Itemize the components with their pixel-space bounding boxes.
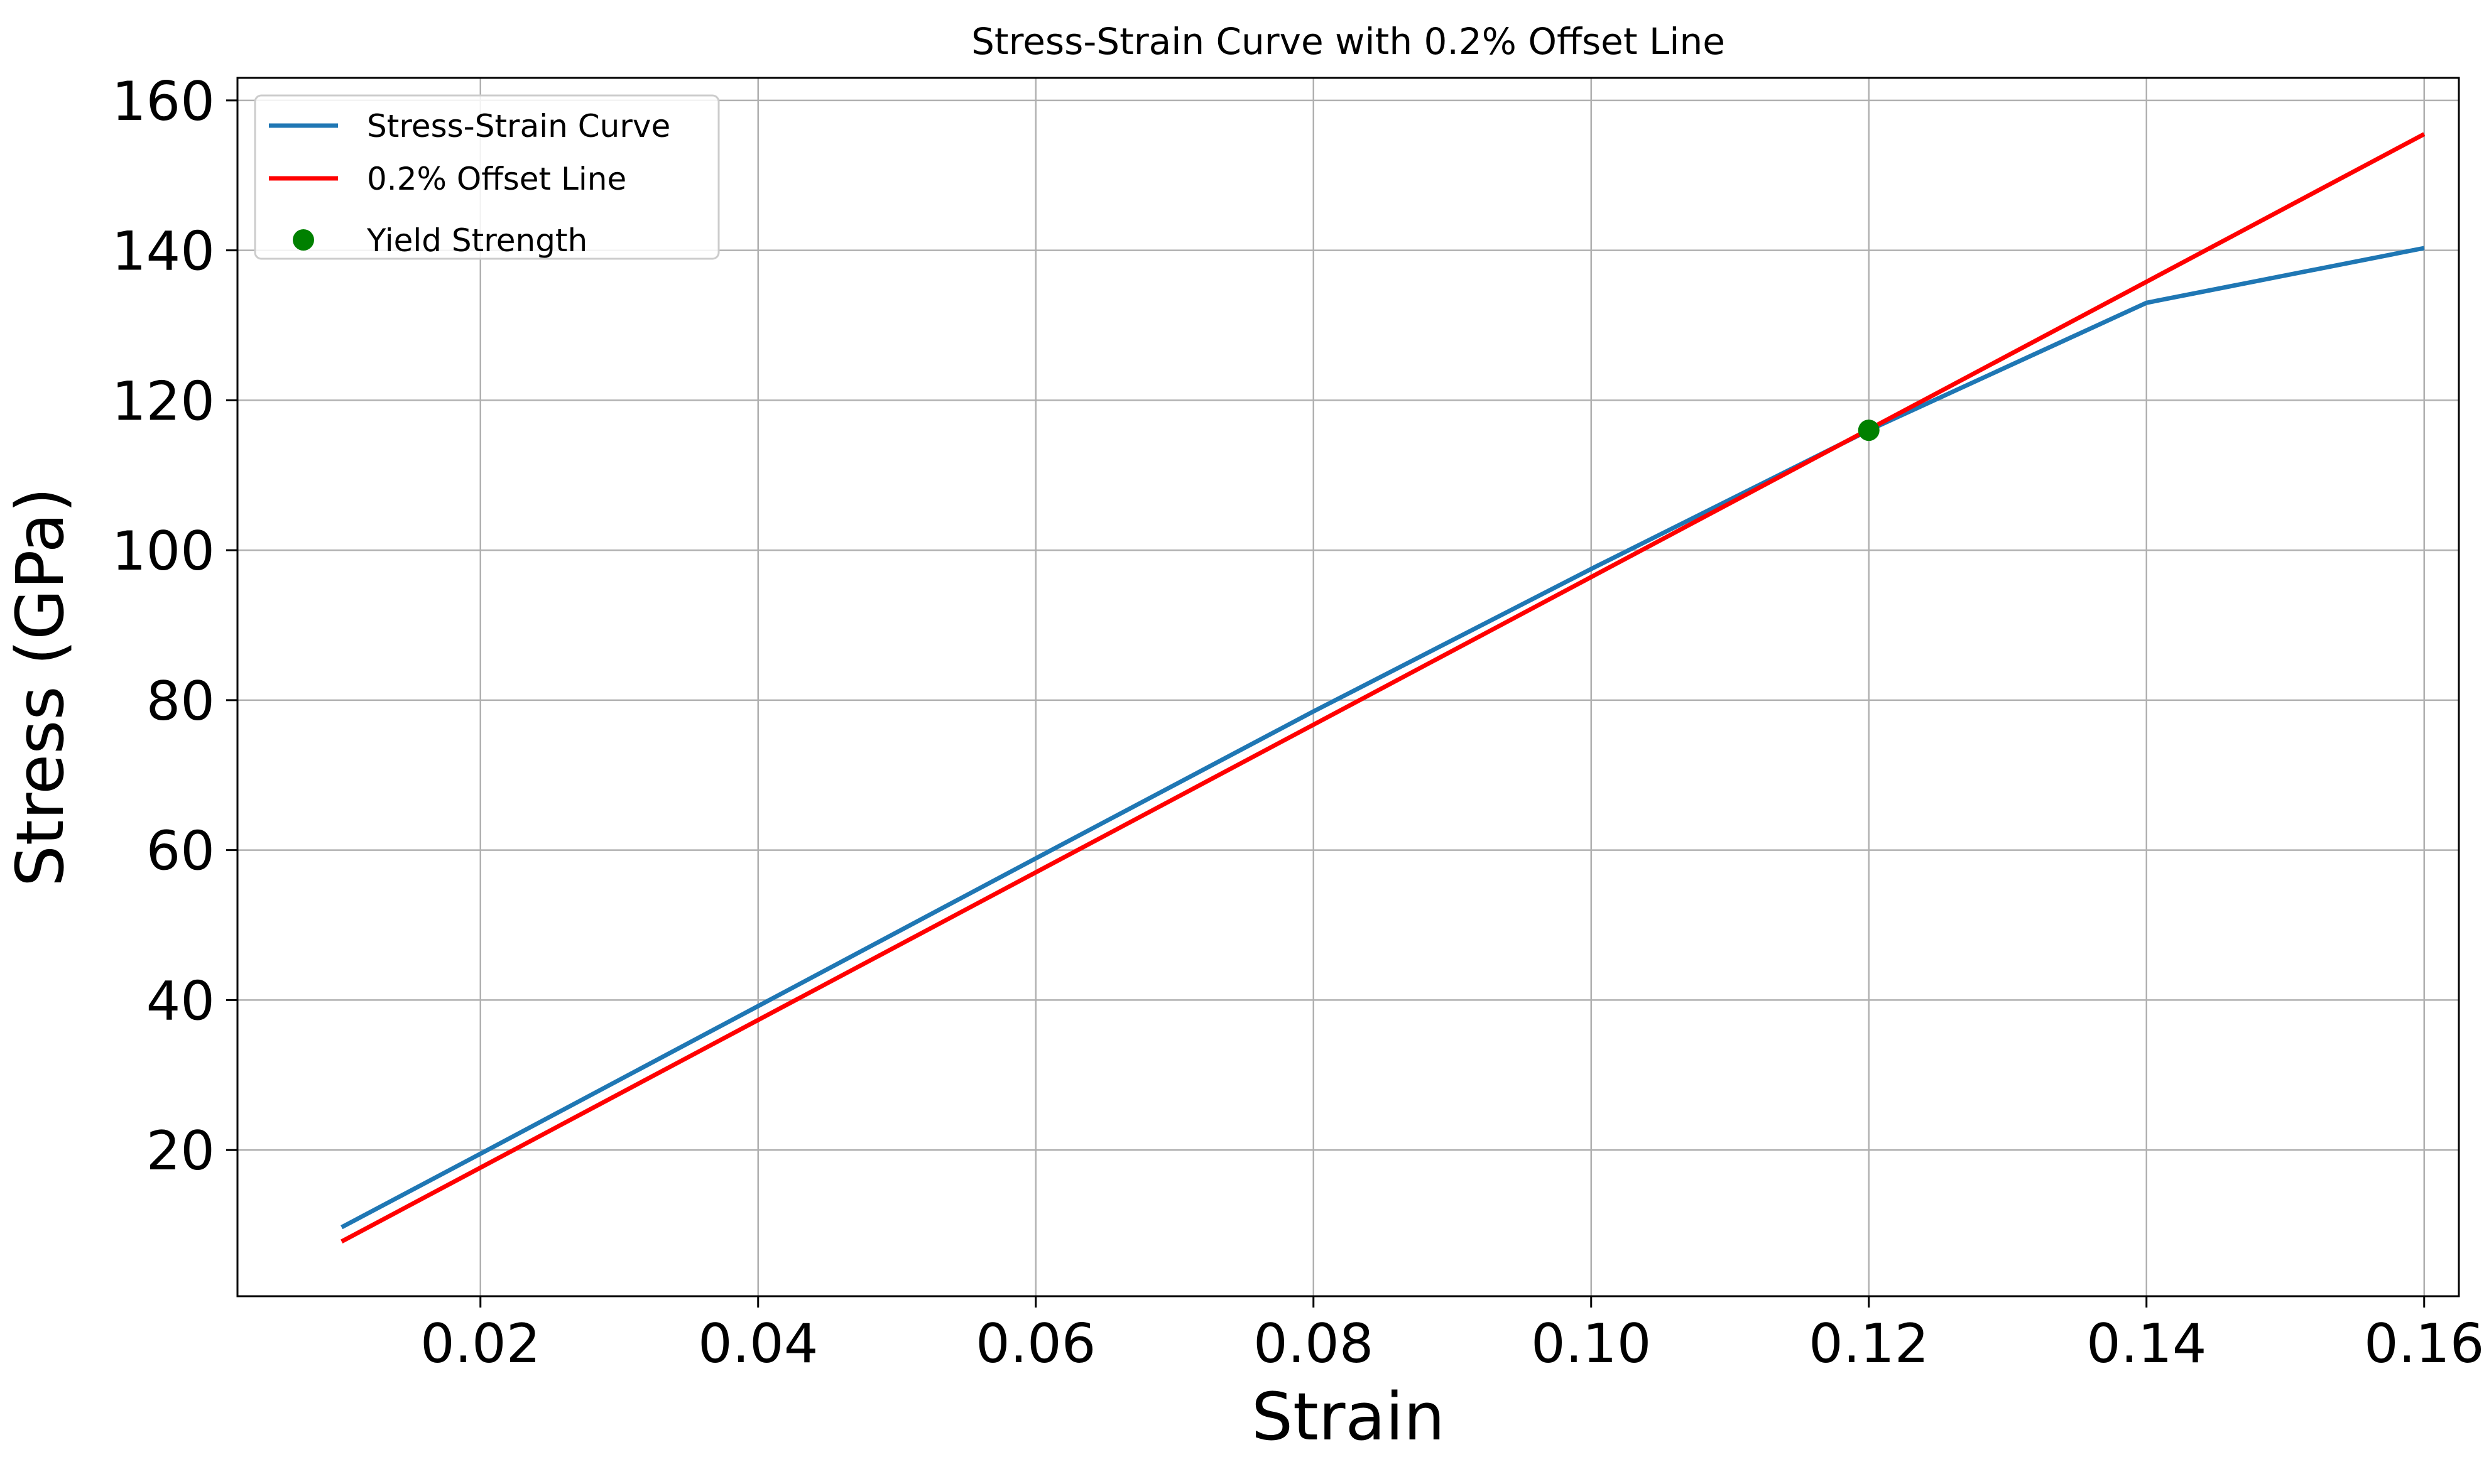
grid (237, 78, 2459, 1296)
y-tick-label: 100 (112, 520, 215, 583)
y-tick-label: 160 (112, 70, 215, 133)
plot-frame (236, 77, 2460, 1297)
x-tick-label: 0.08 (1253, 1313, 1373, 1375)
y-axis-ticks: 20 40 60 80 100 120 140 160 (112, 70, 237, 1183)
x-tick-label: 0.10 (1531, 1313, 1651, 1375)
yield-strength-point (1858, 420, 1880, 441)
y-tick-label: 140 (112, 220, 215, 283)
legend-swatch-2 (293, 229, 314, 251)
chart-title: Stress-Strain Curve with 0.2% Offset Lin… (971, 20, 1725, 63)
legend-box (254, 94, 720, 260)
x-tick-label: 0.16 (2364, 1313, 2484, 1375)
x-tick-label: 0.06 (976, 1313, 1096, 1375)
x-tick-label: 0.02 (420, 1313, 540, 1375)
x-tick-label: 0.14 (2086, 1313, 2206, 1375)
y-tick-label: 40 (146, 970, 215, 1032)
y-tick-label: 60 (146, 820, 215, 883)
legend-label-1: 0.2% Offset Line (367, 161, 626, 197)
legend: Stress-Strain Curve 0.2% Offset Line Yield… (254, 94, 720, 260)
x-axis-label: Strain (1251, 1378, 1445, 1455)
x-tick-label: 0.12 (1809, 1313, 1929, 1375)
legend-label-0: Stress-Strain Curve (367, 108, 670, 144)
series-line-0 (340, 246, 2425, 1230)
series-line-1 (340, 132, 2426, 1243)
y-tick-label: 20 (146, 1120, 215, 1183)
plot-series (340, 132, 2426, 1243)
legend-label-2: Yield Strength (366, 222, 587, 259)
x-axis-ticks: 0.02 0.04 0.06 0.08 0.10 0.12 0.14 0.16 (420, 1296, 2484, 1375)
y-tick-label: 120 (112, 370, 215, 433)
y-axis-label: Stress (GPa) (2, 487, 79, 887)
x-tick-label: 0.04 (698, 1313, 818, 1375)
y-tick-label: 80 (146, 670, 215, 733)
